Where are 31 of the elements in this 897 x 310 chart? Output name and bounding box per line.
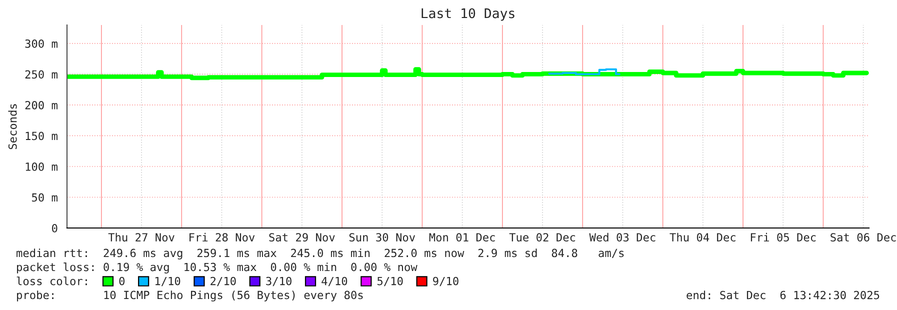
y-tick-label: 100 m — [26, 162, 58, 171]
legend-label: 1/10 — [155, 276, 180, 286]
x-tick-label: Sat 06 Dec — [830, 233, 896, 242]
y-tick-label: 300 m — [25, 39, 58, 48]
x-tick-label: Tue 02 Dec — [509, 233, 576, 242]
y-tick-label: 50 m — [32, 193, 58, 202]
y-tick-label: 250 m — [25, 70, 58, 79]
x-tick-label: Thu 27 Nov — [108, 232, 174, 242]
text: probe: 10 ICMP Echo Pings (56 Bytes) every 80s — [17, 290, 363, 302]
text: median rtt: 249.6 ms avg 259.1 ms max 245.0 ms min 252.0 ms now 2.9 ms sd 84.8 am/s — [16, 248, 624, 260]
legend-label: 2/10 — [210, 276, 236, 286]
x-tick-label: Wed 03 Dec — [589, 232, 656, 242]
y-tick-label: 150 m — [26, 132, 58, 140]
x-tick-label: Thu 04 Dec — [670, 232, 736, 242]
legend-label: 5/10 — [377, 276, 403, 286]
x-tick-label: Sat 29 Nov — [269, 233, 335, 242]
x-tick-label: Fri 28 Nov — [190, 232, 255, 242]
legend-label: 0 — [119, 276, 125, 286]
x-tick-label: Fri 05 Dec — [750, 232, 816, 242]
x-tick-label: Mon 01 Dec — [429, 233, 495, 242]
legend-label: 9/10 — [433, 276, 458, 286]
chart-title: Last 10 Days — [422, 8, 514, 21]
text: packet loss: 0.19 % avg 10.53 % max 0.00 % min 0.00 % now — [17, 262, 418, 274]
text: end: Sat Dec 6 13:42:30 2025 — [686, 290, 880, 300]
y-axis-title: Seconds — [8, 104, 17, 150]
y-tick-label: 200 m — [25, 100, 58, 110]
legend-label: 3/10 — [266, 276, 292, 286]
y-tick-label: 0 — [52, 224, 58, 232]
x-tick-label: Sun 30 Nov — [349, 233, 416, 242]
legend-title: loss color: — [16, 276, 87, 286]
legend-label: 4/10 — [322, 276, 348, 286]
